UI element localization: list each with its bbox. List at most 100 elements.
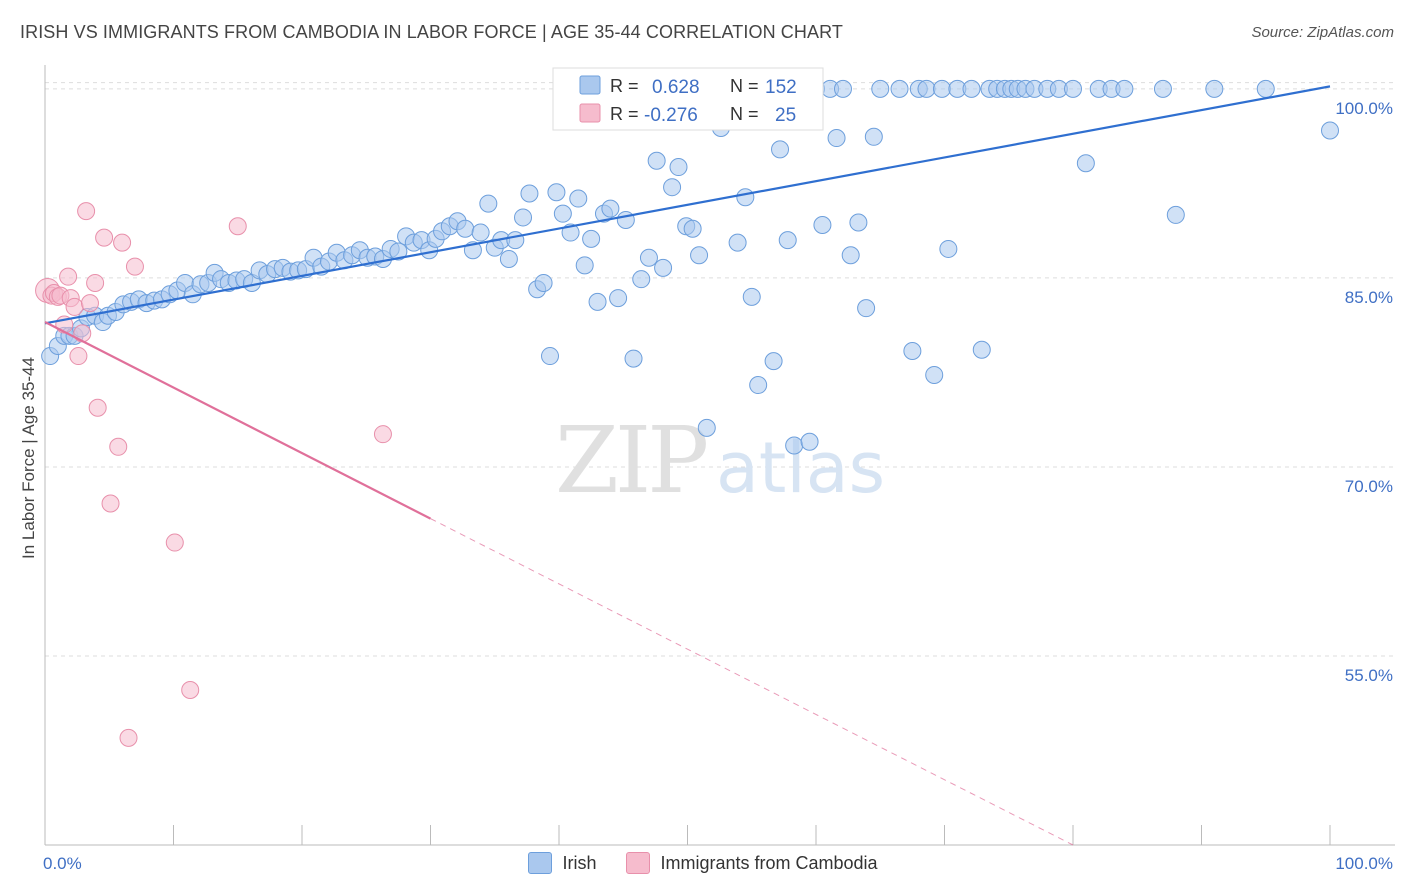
irish-point — [1076, 154, 1095, 173]
bottom-legend-cambodia: Immigrants from Cambodia — [626, 852, 878, 874]
irish-point — [654, 258, 673, 277]
correlation-legend: R = 0.628 N = 152 R = -0.276 N = 25 — [552, 67, 824, 131]
irish-point — [499, 250, 518, 269]
x-tick-label-start: 0.0% — [43, 854, 82, 873]
irish-point — [1321, 121, 1339, 140]
irish-point — [553, 204, 572, 223]
cambodia-point — [95, 228, 114, 247]
cambodia-point — [65, 297, 84, 316]
irish-point — [778, 231, 797, 250]
irish-point — [917, 79, 936, 98]
chart-source: Source: ZipAtlas.com — [1251, 24, 1394, 41]
legend-camb-r-label: R = — [610, 104, 639, 124]
cambodia-point — [109, 437, 128, 456]
irish-point — [857, 299, 876, 318]
legend-irish-n-label: N = — [730, 76, 759, 96]
irish-point — [749, 376, 768, 395]
legend-irish-n-value: 152 — [765, 77, 797, 98]
irish-point — [939, 239, 958, 258]
irish-point — [471, 223, 490, 242]
cambodia-point — [69, 347, 88, 366]
y-tick-label: 100.0% — [1335, 99, 1393, 118]
watermark: ZIP atlas — [555, 407, 885, 514]
irish-point — [864, 127, 883, 146]
y-tick-label: 85.0% — [1345, 288, 1393, 307]
irish-point — [632, 270, 651, 289]
irish-point — [800, 432, 819, 451]
cambodia-point — [59, 267, 78, 286]
irish-points — [41, 79, 1339, 455]
irish-point — [1153, 79, 1172, 98]
legend-irish-swatch — [579, 75, 601, 95]
cambodia-point — [86, 273, 105, 292]
y-axis-title: In Labor Force | Age 35-44 — [19, 357, 38, 559]
irish-point — [1115, 79, 1134, 98]
irish-point — [903, 342, 922, 361]
irish-point — [624, 349, 643, 368]
tick-labels: 55.0% 70.0% 85.0% 100.0% 0.0% 100.0% — [43, 99, 1393, 873]
chart-title: IRISH VS IMMIGRANTS FROM CAMBODIA IN LAB… — [20, 22, 843, 42]
legend-irish-r-label: R = — [610, 76, 639, 96]
cambodia-point — [119, 728, 138, 747]
irish-point — [736, 188, 755, 207]
irish-point — [647, 151, 666, 170]
cambodia-point — [77, 202, 96, 221]
irish-point — [520, 184, 539, 203]
irish-point — [569, 189, 588, 208]
irish-point — [506, 231, 525, 250]
irish-trend-line — [44, 85, 1331, 325]
irish-point — [871, 79, 890, 98]
irish-point — [1256, 79, 1275, 98]
irish-point — [690, 246, 709, 265]
bottom-legend-irish-swatch — [528, 852, 553, 874]
cambodia-point — [165, 533, 184, 552]
irish-point — [833, 79, 852, 98]
irish-point — [742, 287, 761, 306]
legend-irish-r-value: 0.628 — [652, 77, 700, 98]
axes — [44, 65, 1395, 846]
cambodia-points — [35, 202, 392, 747]
irish-point — [683, 219, 702, 238]
cambodia-point — [101, 494, 120, 513]
irish-point — [813, 216, 832, 234]
legend-camb-swatch — [579, 103, 601, 123]
cambodia-point — [80, 294, 99, 313]
irish-point — [514, 208, 533, 227]
bottom-legend-cambodia-swatch — [626, 852, 651, 874]
cambodia-point — [125, 257, 144, 276]
irish-point — [890, 79, 909, 98]
y-tick-label: 70.0% — [1345, 477, 1393, 496]
irish-point — [728, 233, 747, 252]
irish-point — [841, 246, 860, 265]
irish-point — [962, 79, 981, 98]
irish-point — [639, 248, 658, 267]
trend-lines — [44, 85, 1331, 846]
irish-point — [609, 289, 628, 308]
irish-point — [534, 273, 553, 292]
legend-camb-n-value: 25 — [775, 105, 796, 126]
cambodia-point — [73, 324, 92, 343]
irish-point — [601, 199, 620, 218]
irish-point — [541, 347, 560, 366]
cambodia-point — [88, 398, 107, 417]
irish-point — [561, 223, 580, 242]
irish-point — [582, 229, 601, 248]
irish-point — [972, 340, 991, 359]
legend-camb-r-value: -0.276 — [644, 105, 698, 126]
irish-point — [479, 194, 498, 213]
bottom-legend: Irish Immigrants from Cambodia — [0, 852, 1406, 874]
grid-lines — [45, 82, 1395, 657]
y-tick-label: 55.0% — [1345, 666, 1393, 685]
irish-point — [925, 365, 944, 384]
irish-point — [575, 256, 594, 275]
irish-point — [669, 158, 688, 177]
watermark-zip: ZIP — [555, 407, 706, 514]
irish-point — [771, 140, 790, 159]
bottom-legend-cambodia-label: Immigrants from Cambodia — [660, 852, 878, 873]
cambodia-point — [113, 233, 132, 252]
irish-point — [849, 213, 868, 232]
irish-point — [697, 418, 716, 437]
irish-point — [764, 352, 783, 371]
irish-point — [932, 79, 951, 98]
irish-point — [785, 436, 804, 455]
